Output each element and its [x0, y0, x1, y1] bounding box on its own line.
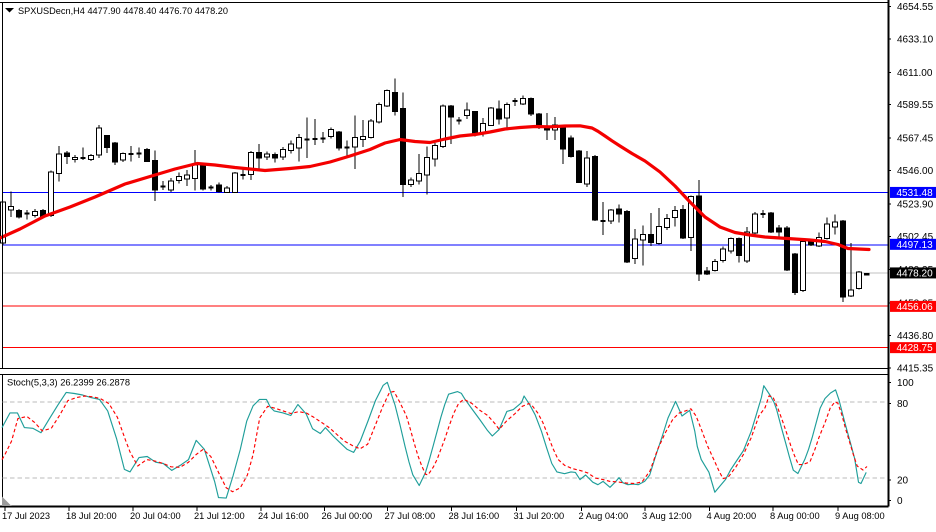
- svg-text:4502.45: 4502.45: [897, 232, 934, 243]
- svg-text:20: 20: [897, 476, 909, 487]
- svg-text:18 Jul 20:00: 18 Jul 20:00: [66, 511, 117, 521]
- svg-text:21 Jul 12:00: 21 Jul 12:00: [194, 511, 245, 521]
- svg-text:27 Jul 08:00: 27 Jul 08:00: [385, 511, 436, 521]
- svg-text:28 Jul 16:00: 28 Jul 16:00: [449, 511, 500, 521]
- svg-text:4633.10: 4633.10: [897, 34, 934, 45]
- svg-text:4523.90: 4523.90: [897, 199, 934, 210]
- svg-text:9 Aug 08:00: 9 Aug 08:00: [835, 511, 885, 521]
- svg-text:4531.48: 4531.48: [897, 188, 934, 199]
- svg-text:24 Jul 16:00: 24 Jul 16:00: [258, 511, 309, 521]
- svg-text:31 Jul 20:00: 31 Jul 20:00: [514, 511, 565, 521]
- svg-text:4456.06: 4456.06: [897, 302, 934, 313]
- svg-text:17 Jul 2023: 17 Jul 2023: [2, 511, 50, 521]
- svg-text:80: 80: [897, 399, 909, 410]
- svg-text:4497.13: 4497.13: [897, 240, 934, 251]
- svg-text:4436.80: 4436.80: [897, 331, 934, 342]
- svg-text:4611.00: 4611.00: [897, 68, 933, 79]
- svg-text:4428.75: 4428.75: [897, 343, 934, 354]
- svg-text:0: 0: [897, 496, 903, 507]
- svg-text:4567.45: 4567.45: [897, 134, 934, 145]
- svg-text:26 Jul 00:00: 26 Jul 00:00: [322, 511, 373, 521]
- svg-text:20 Jul 04:00: 20 Jul 04:00: [130, 511, 181, 521]
- svg-text:3 Aug 12:00: 3 Aug 12:00: [642, 511, 692, 521]
- svg-text:100: 100: [897, 378, 914, 389]
- svg-text:8 Aug 00:00: 8 Aug 00:00: [770, 511, 820, 521]
- svg-text:2 Aug 04:00: 2 Aug 04:00: [579, 511, 629, 521]
- svg-text:4415.35: 4415.35: [897, 363, 934, 374]
- svg-text:SPXUSDecn,H4 4477.90 4478.40: SPXUSDecn,H4 4477.90 4478.40 4476.70 447…: [18, 6, 228, 16]
- svg-text:4546.00: 4546.00: [897, 166, 934, 177]
- svg-text:4654.55: 4654.55: [897, 2, 934, 13]
- svg-text:4589.55: 4589.55: [897, 100, 934, 111]
- svg-text:Stoch(5,3,3) 26.2399 26.2878: Stoch(5,3,3) 26.2399 26.2878: [7, 378, 130, 388]
- svg-text:4 Aug 20:00: 4 Aug 20:00: [707, 511, 757, 521]
- svg-text:4478.20: 4478.20: [897, 268, 934, 279]
